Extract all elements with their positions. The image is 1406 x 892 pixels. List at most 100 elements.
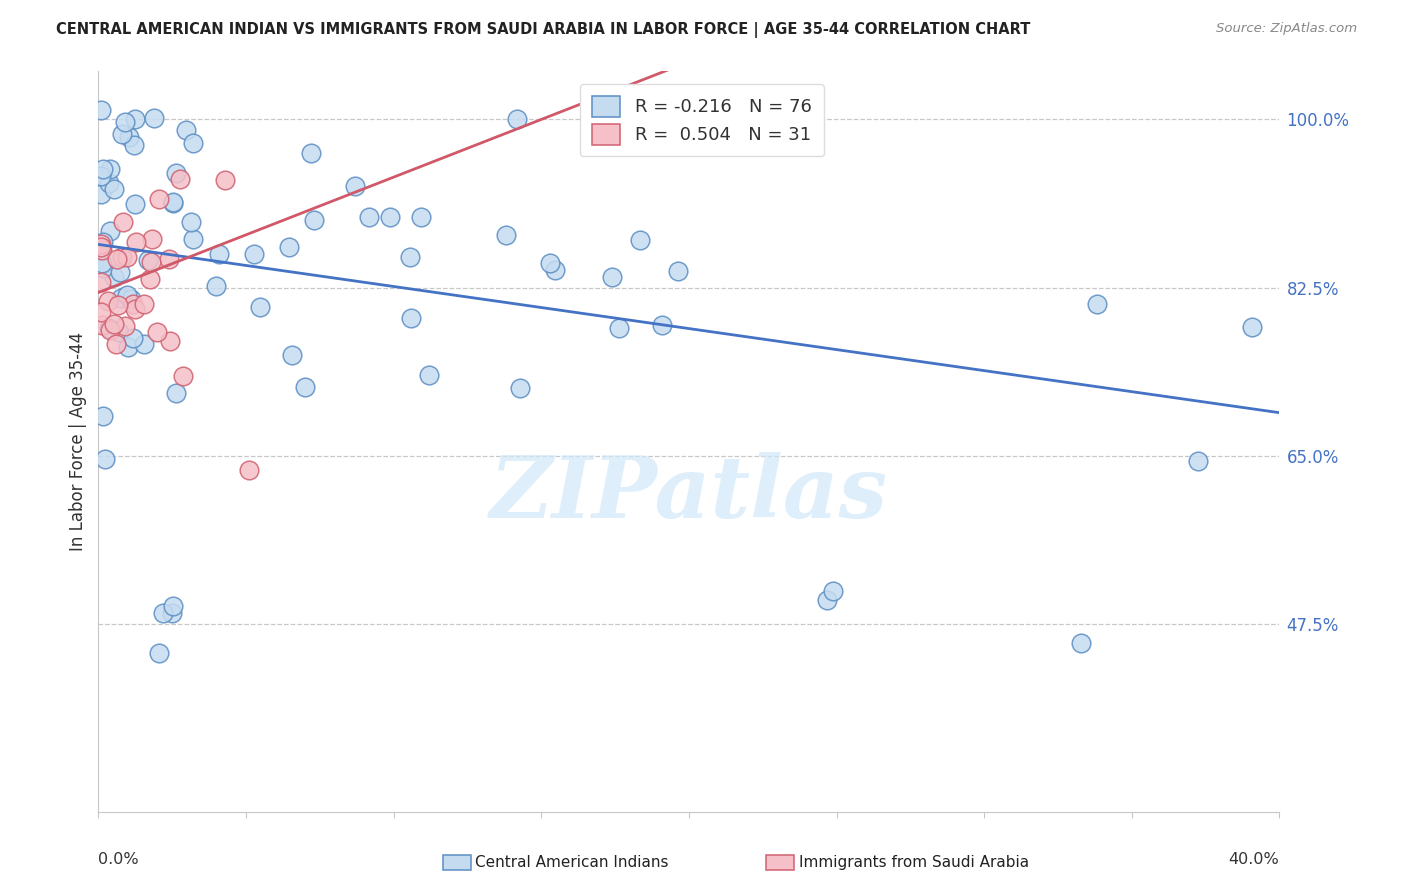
Point <box>152 606 174 620</box>
Point <box>90 259 112 273</box>
Text: CENTRAL AMERICAN INDIAN VS IMMIGRANTS FROM SAUDI ARABIA IN LABOR FORCE | AGE 35-: CENTRAL AMERICAN INDIAN VS IMMIGRANTS FR… <box>56 22 1031 38</box>
Point <box>509 381 531 395</box>
Point <box>124 235 146 250</box>
Point <box>214 173 236 187</box>
Point <box>357 210 380 224</box>
Point <box>91 260 114 275</box>
Point <box>148 192 170 206</box>
Point <box>97 176 120 190</box>
Point <box>1070 636 1092 650</box>
Point <box>162 599 184 613</box>
Point <box>98 323 121 337</box>
Text: Central American Indians: Central American Indians <box>475 855 669 870</box>
Point <box>98 224 121 238</box>
Point <box>90 318 112 332</box>
Text: Source: ZipAtlas.com: Source: ZipAtlas.com <box>1216 22 1357 36</box>
Point <box>90 305 112 319</box>
Point <box>124 197 146 211</box>
Point <box>243 246 266 260</box>
Point <box>181 232 204 246</box>
Point <box>98 162 121 177</box>
Point <box>111 250 134 264</box>
Point <box>538 256 561 270</box>
Point <box>277 240 299 254</box>
Point <box>124 112 146 127</box>
Point <box>299 146 322 161</box>
Point <box>506 112 529 127</box>
Point <box>600 270 623 285</box>
Point <box>114 319 136 334</box>
Point <box>110 291 132 305</box>
Point <box>180 215 202 229</box>
Text: ZIPatlas: ZIPatlas <box>489 451 889 535</box>
Point <box>651 318 673 332</box>
Point <box>141 232 163 246</box>
Point <box>399 250 422 264</box>
Point <box>90 187 112 202</box>
Point <box>103 318 125 332</box>
Point <box>108 325 131 339</box>
Point <box>821 583 844 598</box>
Point <box>105 252 128 266</box>
Point <box>139 272 162 286</box>
Point <box>157 252 180 266</box>
Point <box>409 210 432 224</box>
Point <box>628 233 651 247</box>
Point <box>108 265 131 279</box>
Point <box>418 368 440 383</box>
Point <box>204 279 226 293</box>
Point <box>117 130 139 145</box>
Point <box>162 195 184 210</box>
Point <box>1085 296 1108 310</box>
Point <box>124 301 146 316</box>
Point <box>162 194 184 209</box>
Point <box>103 182 125 196</box>
Point <box>90 275 112 289</box>
Point <box>103 270 125 285</box>
Point <box>111 127 134 141</box>
Point <box>90 239 112 253</box>
Point <box>281 348 304 362</box>
Legend: R = -0.216   N = 76, R =  0.504   N = 31: R = -0.216 N = 76, R = 0.504 N = 31 <box>579 84 824 156</box>
Point <box>495 228 517 243</box>
Point <box>114 115 136 129</box>
Point <box>91 256 114 270</box>
Point <box>91 409 114 423</box>
Point <box>249 300 271 314</box>
Point <box>544 263 567 277</box>
Point <box>607 321 630 335</box>
Point <box>115 288 138 302</box>
Point <box>143 111 166 125</box>
Point <box>238 463 260 477</box>
Point <box>111 215 134 229</box>
Point <box>141 254 163 268</box>
Point <box>1241 319 1264 334</box>
Point <box>169 172 191 186</box>
Point <box>134 297 156 311</box>
Point <box>343 178 366 193</box>
Point <box>1187 454 1209 468</box>
Point <box>380 211 402 225</box>
Point <box>90 169 112 184</box>
Point <box>105 337 128 351</box>
Point <box>120 292 142 306</box>
Text: 40.0%: 40.0% <box>1229 853 1279 867</box>
Point <box>122 138 145 153</box>
Point <box>134 336 156 351</box>
Point <box>165 385 187 400</box>
Point <box>399 311 422 326</box>
Point <box>159 334 181 349</box>
Point <box>136 252 159 267</box>
Point <box>172 368 194 383</box>
Point <box>93 161 115 176</box>
Point <box>148 646 170 660</box>
Point <box>107 298 129 312</box>
Point <box>90 103 112 117</box>
Point <box>302 213 325 227</box>
Point <box>160 606 183 620</box>
Text: 0.0%: 0.0% <box>98 853 139 867</box>
Point <box>146 325 169 339</box>
Point <box>90 237 112 252</box>
Text: Immigrants from Saudi Arabia: Immigrants from Saudi Arabia <box>799 855 1029 870</box>
Point <box>94 452 117 467</box>
